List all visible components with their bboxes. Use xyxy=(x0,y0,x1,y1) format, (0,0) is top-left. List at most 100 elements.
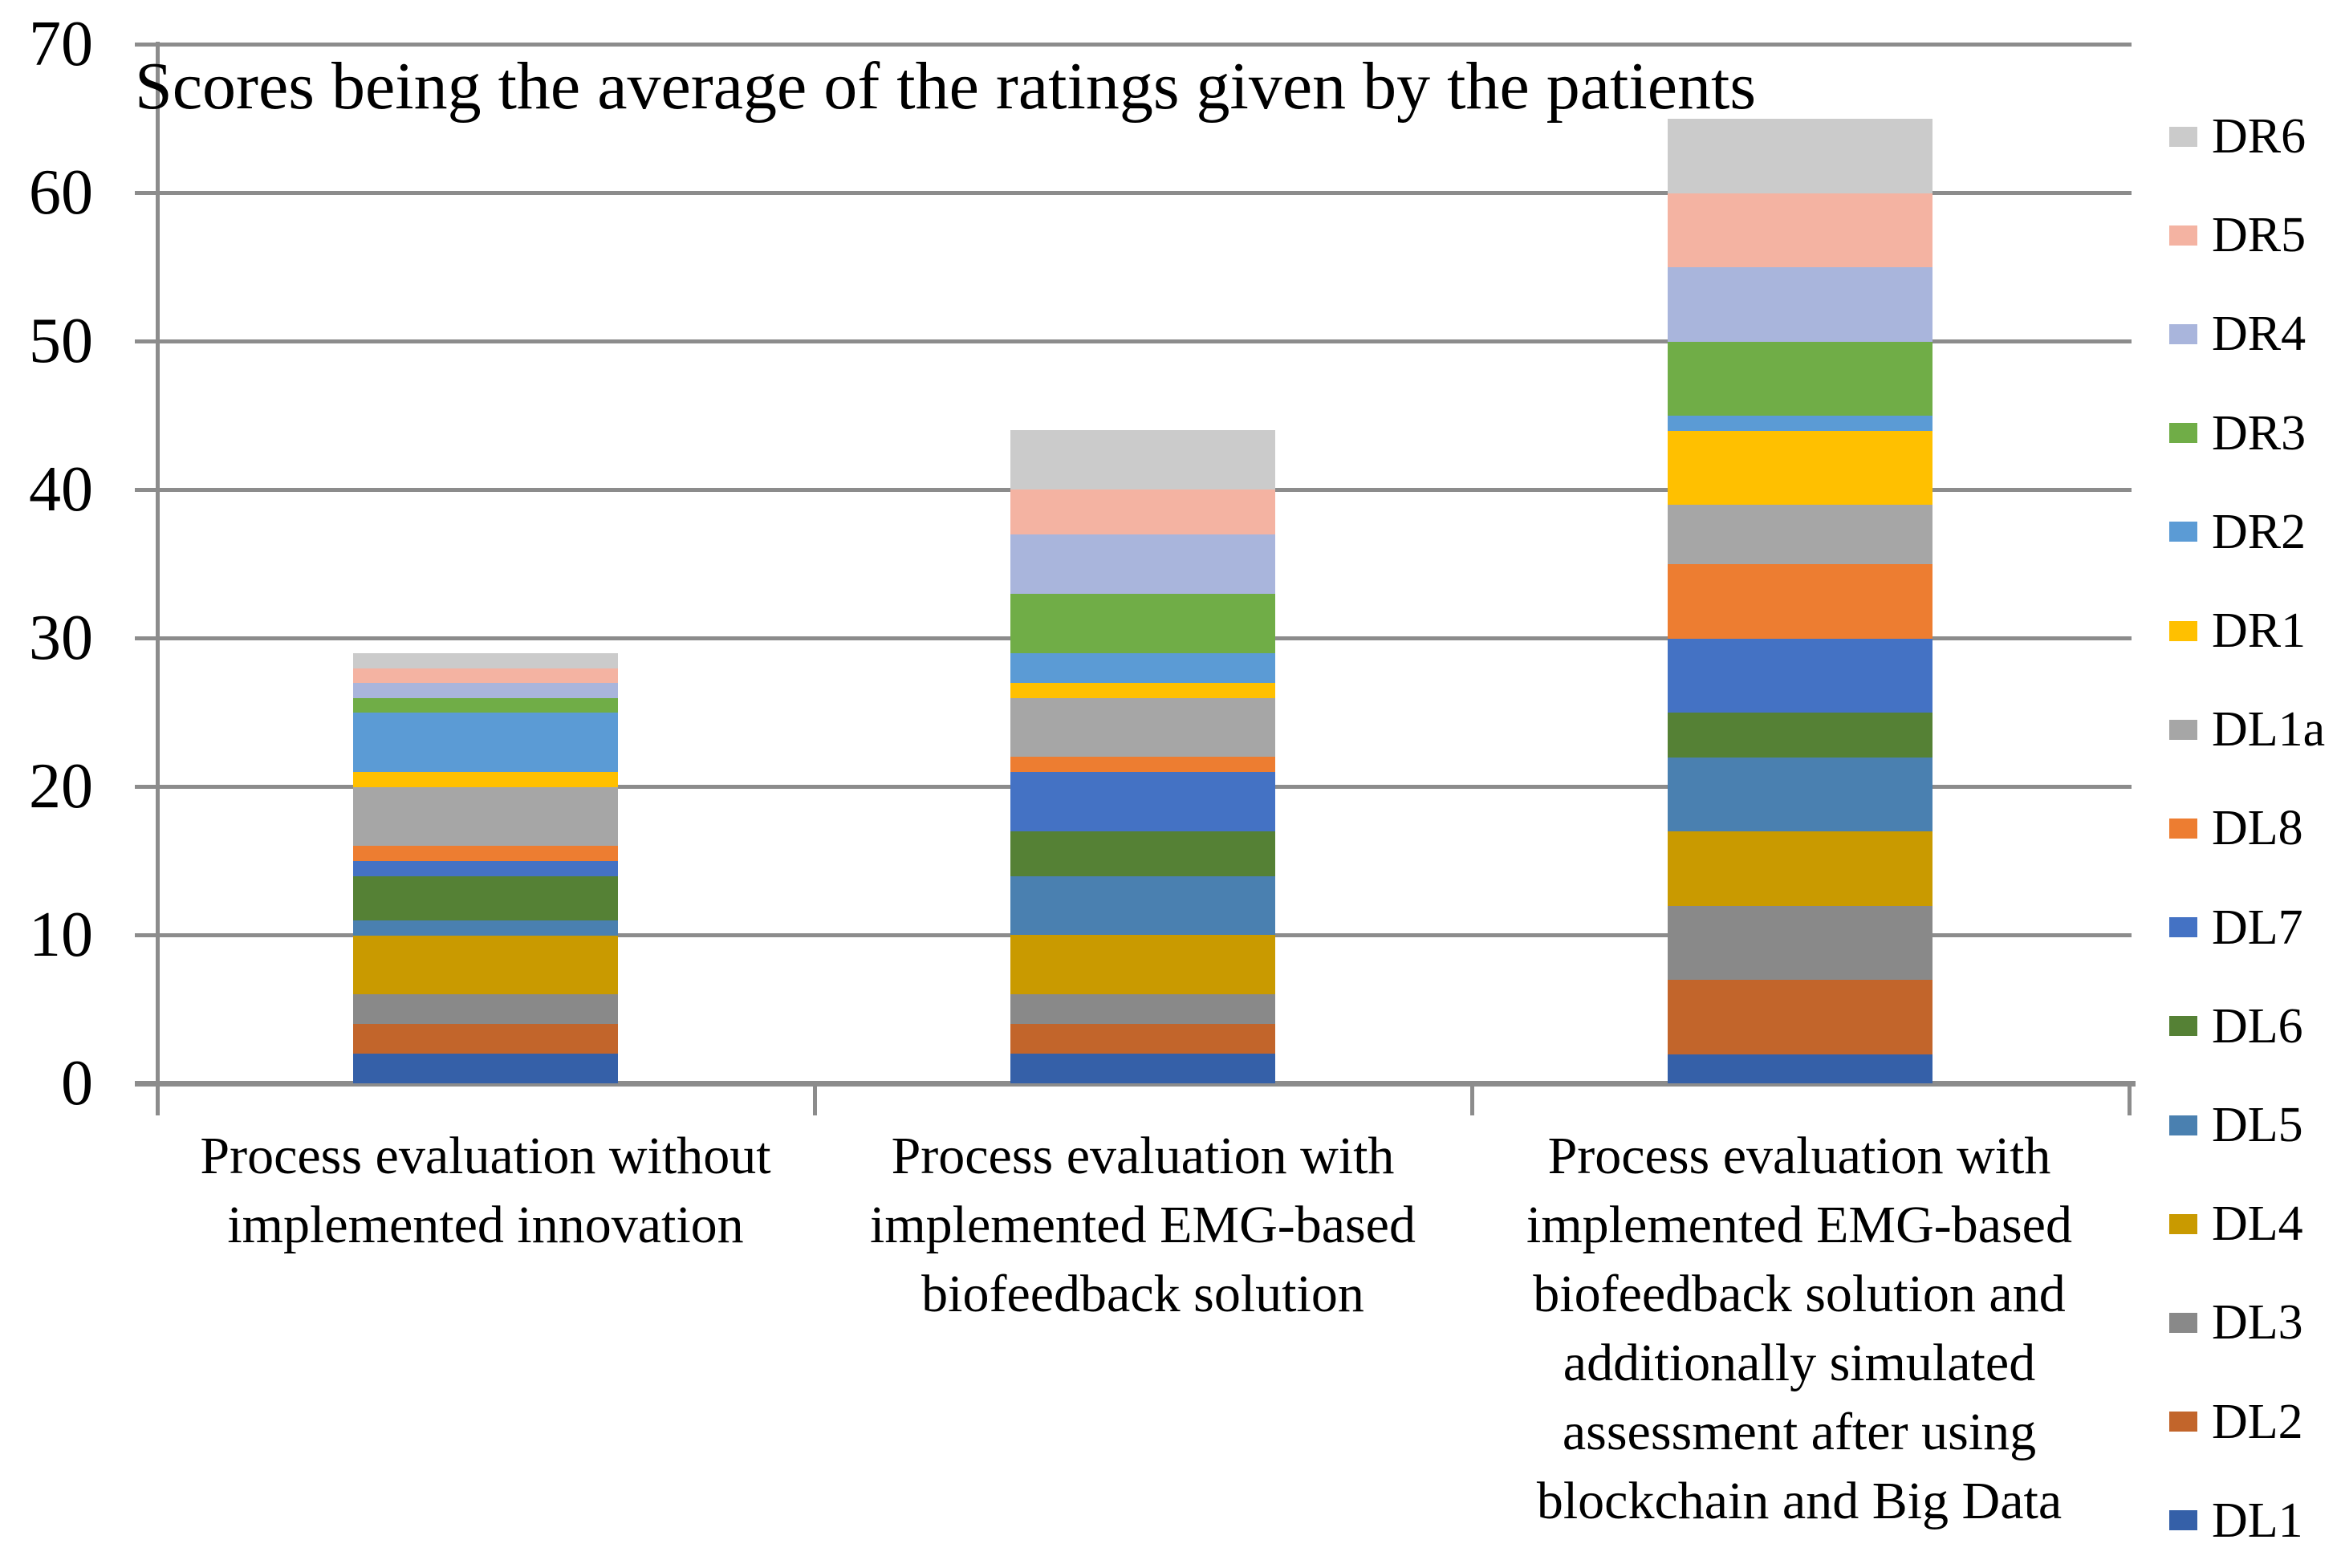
y-tick-mark-60 xyxy=(135,191,156,195)
y-tick-mark-0 xyxy=(135,1082,156,1086)
category-label-line: blockchain and Big Data xyxy=(1536,1472,2063,1530)
bar-segment-DL1a xyxy=(353,786,618,846)
y-tick-mark-10 xyxy=(135,933,156,937)
bar-segment-DL2 xyxy=(353,1024,618,1054)
category-label-line: Process evaluation without xyxy=(200,1127,771,1185)
legend-label-DR3: DR3 xyxy=(2212,406,2306,461)
category-label-line: Process evaluation with xyxy=(891,1127,1395,1185)
gridline-70 xyxy=(156,43,2132,47)
category-label-line: additionally simulated xyxy=(1563,1334,2036,1392)
bar-segment-DL5 xyxy=(1668,757,1932,831)
bar-segment-DL3 xyxy=(353,994,618,1024)
legend-swatch-DL1a xyxy=(2169,720,2197,740)
category-label-line: Process evaluation with xyxy=(1547,1127,2051,1185)
category-label-line: biofeedback solution and xyxy=(1533,1265,2066,1323)
y-tick-mark-20 xyxy=(135,785,156,789)
bar-segment-DR5 xyxy=(1010,489,1275,534)
x-tick-mark-0 xyxy=(156,1087,160,1115)
legend-label-DL8: DL8 xyxy=(2212,801,2303,855)
legend-label-DR4: DR4 xyxy=(2212,307,2306,361)
bar-segment-DL8 xyxy=(353,846,618,861)
y-tick-mark-30 xyxy=(135,636,156,640)
bar-segment-DR3 xyxy=(353,697,618,713)
category-label-line: assessment after using xyxy=(1562,1403,2037,1461)
bar-segment-DR1 xyxy=(353,772,618,787)
legend-swatch-DR6 xyxy=(2169,127,2197,147)
category-label-2: Process evaluation with implemented EMG-b… xyxy=(782,1122,1504,1329)
bar-segment-DR1 xyxy=(1010,683,1275,698)
category-label-3: Process evaluation with implemented EMG-b… xyxy=(1438,1122,2160,1536)
legend-label-DL4: DL4 xyxy=(2212,1196,2303,1251)
bar-segment-DL4 xyxy=(1668,831,1932,906)
bar-segment-DL1 xyxy=(353,1054,618,1083)
legend-swatch-DL1 xyxy=(2169,1510,2197,1530)
legend-swatch-DL3 xyxy=(2169,1313,2197,1333)
legend-swatch-DR2 xyxy=(2169,522,2197,542)
legend-swatch-DL2 xyxy=(2169,1412,2197,1432)
category-label-line: implemented EMG-based xyxy=(1526,1196,2072,1254)
legend-label-DL2: DL2 xyxy=(2212,1395,2303,1449)
bar-segment-DR4 xyxy=(1668,267,1932,342)
legend-swatch-DL4 xyxy=(2169,1214,2197,1234)
x-tick-mark-1 xyxy=(813,1087,817,1115)
legend-swatch-DR4 xyxy=(2169,324,2197,344)
bar-segment-DL6 xyxy=(1010,831,1275,876)
legend-label-DL7: DL7 xyxy=(2212,900,2303,955)
bar-segment-DR1 xyxy=(1668,430,1932,505)
y-tick-label-0: 0 xyxy=(61,1048,93,1119)
bar-segment-DL4 xyxy=(1010,935,1275,994)
legend-label-DR1: DR1 xyxy=(2212,603,2306,658)
legend-swatch-DL5 xyxy=(2169,1115,2197,1135)
bar-segment-DR6 xyxy=(1668,119,1932,193)
bar-segment-DL7 xyxy=(1010,772,1275,831)
x-tick-mark-3 xyxy=(2128,1087,2132,1115)
bar-segment-DL3 xyxy=(1668,905,1932,980)
y-tick-label-70: 70 xyxy=(29,9,93,79)
bar-segment-DL4 xyxy=(353,935,618,994)
bar-segment-DL8 xyxy=(1668,564,1932,639)
legend-label-DL1: DL1 xyxy=(2212,1493,2303,1548)
legend-swatch-DL6 xyxy=(2169,1016,2197,1036)
bar-segment-DL1a xyxy=(1668,505,1932,564)
bar-segment-DL2 xyxy=(1010,1024,1275,1054)
bar-segment-DL5 xyxy=(1010,875,1275,935)
x-tick-mark-2 xyxy=(1470,1087,1474,1115)
bar-segment-DR4 xyxy=(353,683,618,698)
y-tick-mark-70 xyxy=(135,43,156,47)
y-tick-label-10: 10 xyxy=(29,900,93,970)
y-tick-mark-50 xyxy=(135,339,156,343)
bar-segment-DL7 xyxy=(353,861,618,876)
legend-label-DR6: DR6 xyxy=(2212,109,2306,164)
category-label-line: implemented EMG-based xyxy=(870,1196,1416,1254)
y-axis-line xyxy=(156,42,160,1098)
category-label-line: biofeedback solution xyxy=(921,1265,1364,1323)
bar-segment-DL6 xyxy=(353,875,618,920)
bar-segment-DL1 xyxy=(1668,1054,1932,1083)
category-label-line: implemented innovation xyxy=(227,1196,744,1254)
bar-segment-DL2 xyxy=(1668,980,1932,1054)
bar-segment-DL7 xyxy=(1668,638,1932,713)
legend-swatch-DL7 xyxy=(2169,917,2197,937)
y-tick-label-60: 60 xyxy=(29,157,93,228)
legend-label-DL6: DL6 xyxy=(2212,999,2303,1054)
y-tick-label-50: 50 xyxy=(29,306,93,376)
legend-label-DL1a: DL1a xyxy=(2212,702,2326,757)
chart-title: Scores being the average of the ratings … xyxy=(135,49,1757,124)
bar-segment-DR4 xyxy=(1010,534,1275,594)
bar-segment-DL8 xyxy=(1010,757,1275,772)
y-tick-label-40: 40 xyxy=(29,454,93,525)
bar-segment-DR2 xyxy=(353,713,618,772)
legend-swatch-DR5 xyxy=(2169,225,2197,246)
y-tick-label-20: 20 xyxy=(29,751,93,822)
bar-segment-DL5 xyxy=(353,920,618,936)
bar-segment-DL1 xyxy=(1010,1054,1275,1083)
bar-segment-DR3 xyxy=(1010,594,1275,653)
x-axis-line xyxy=(135,1081,2136,1087)
legend-label-DR5: DR5 xyxy=(2212,208,2306,262)
bar-segment-DR2 xyxy=(1668,416,1932,431)
y-tick-label-30: 30 xyxy=(29,603,93,673)
bar-segment-DR6 xyxy=(353,653,618,668)
bar-segment-DR3 xyxy=(1668,341,1932,416)
legend-label-DL3: DL3 xyxy=(2212,1295,2303,1350)
